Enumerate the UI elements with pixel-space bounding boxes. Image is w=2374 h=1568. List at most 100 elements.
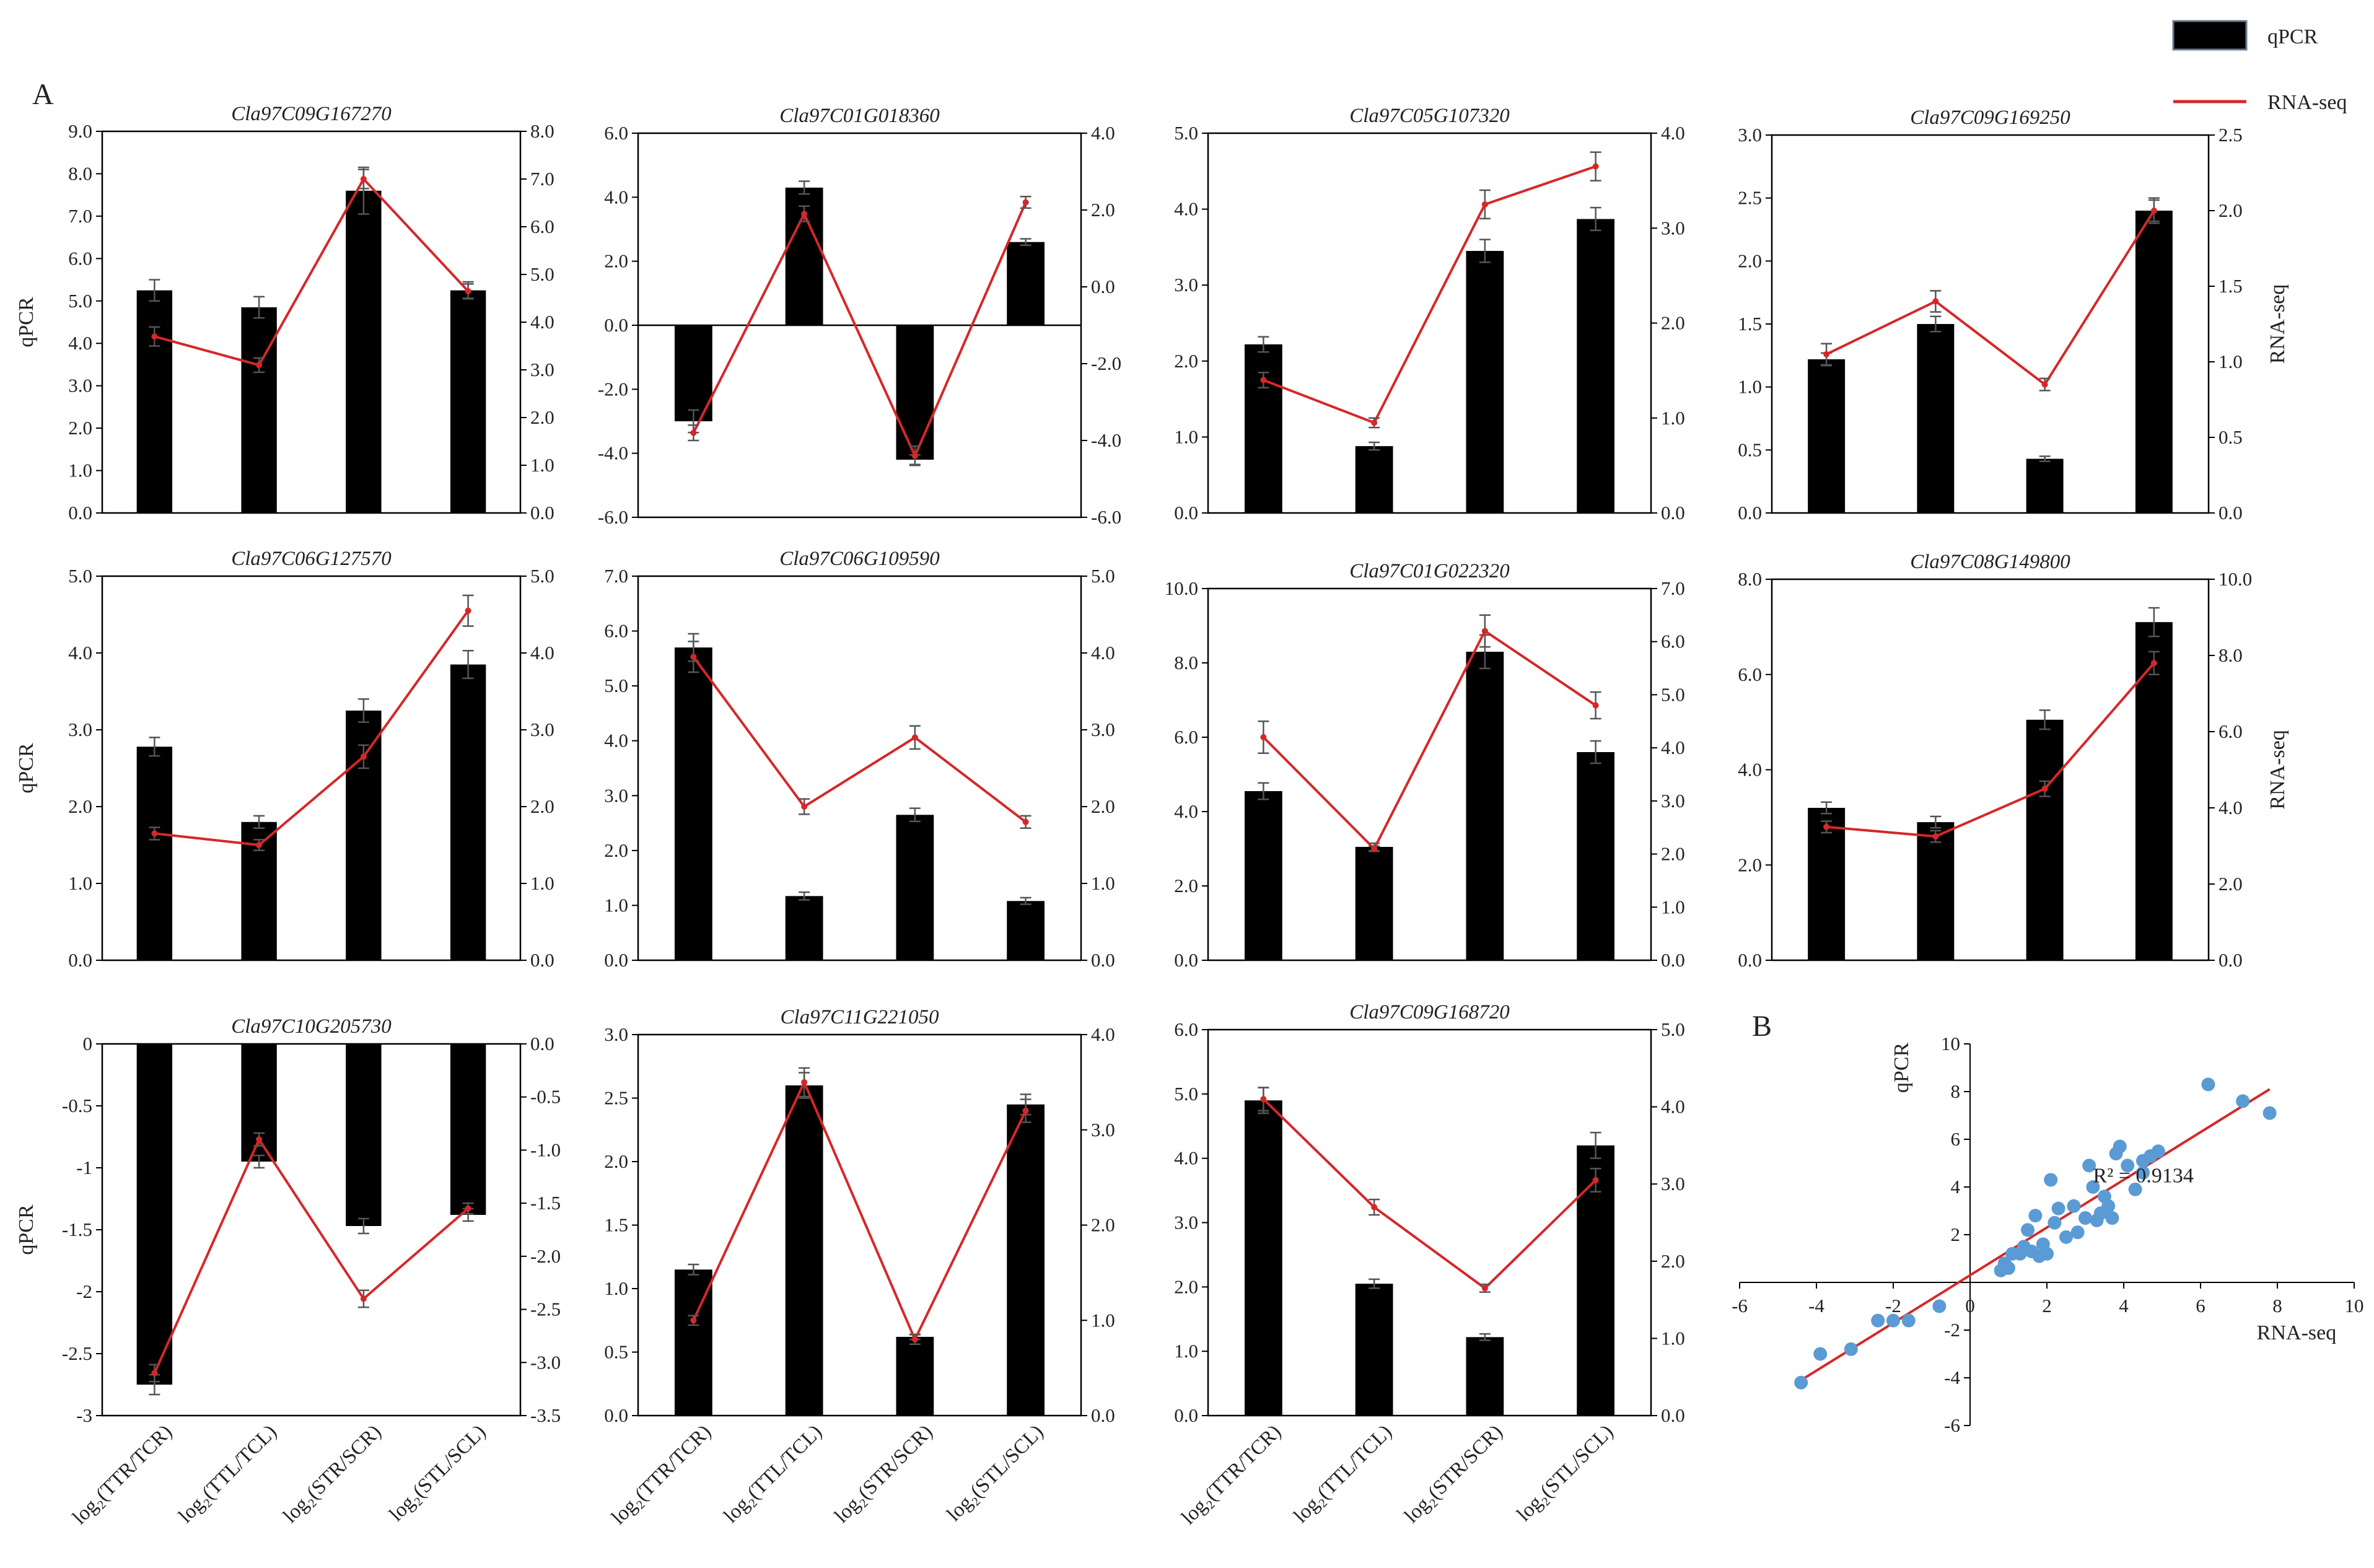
bar-line-chart-6: 0.0 1.0 2.0 3.0 4.0 5.0 6.0 7.0 0.0 1.0 2.0 3.0 4.0 5… (604, 548, 1115, 971)
qpcr-bar (136, 747, 173, 960)
left-tick-label: 4.0 (68, 642, 92, 664)
right-tick-label: -1.5 (530, 1192, 561, 1214)
left-tick-label: 2.0 (68, 795, 92, 817)
rnaseq-point (465, 1205, 471, 1212)
left-axis-label: qPCR (15, 1204, 38, 1255)
left-tick-label: 9.0 (68, 120, 92, 142)
qpcr-bar (1244, 1100, 1282, 1416)
rnaseq-point (690, 1317, 697, 1324)
left-tick-label: 0.0 (1174, 502, 1198, 523)
bar-line-chart-3: 0.0 1.0 2.0 3.0 4.0 5.0 0.0 1.0 2.0 3.0 4.0 Cla97C0… (1174, 105, 1685, 523)
x-axis-label: RNA-seq (2257, 1321, 2336, 1344)
left-tick-label: 2.0 (604, 250, 628, 272)
scatter-point (2128, 1182, 2142, 1196)
x-tick-label: 4 (2119, 1295, 2129, 1316)
category-label: log₂(TTR/TCR) (607, 1421, 716, 1529)
qpcr-bar (450, 664, 486, 960)
scatter-point (2059, 1230, 2073, 1244)
chart-title: Cla97C01G018360 (779, 105, 940, 127)
scatter-point (2136, 1165, 2150, 1180)
qpcr-bar (1007, 242, 1045, 325)
scatter-point (2078, 1211, 2092, 1225)
right-tick-label: 3.0 (1091, 719, 1115, 740)
left-tick-label: 3.0 (68, 375, 92, 396)
right-tick-label: 1.0 (530, 872, 554, 894)
qpcr-bar (1466, 1337, 1504, 1416)
bar-line-chart-9: -3 -2.5 -2 -1.5 -1 -0.5 0 -3.5 -3.0 -2.5 -2.0 -1.5 -… (15, 1015, 561, 1529)
qpcr-bar (674, 647, 712, 960)
rnaseq-point (256, 842, 263, 848)
left-tick-label: 2.0 (1174, 875, 1198, 896)
y-tick-label: 8 (1951, 1080, 1961, 1102)
scatter-point (2121, 1158, 2135, 1173)
left-tick-label: 3.0 (1738, 124, 1762, 146)
left-tick-label: -6.0 (598, 506, 628, 528)
right-tick-label: 7.0 (1661, 577, 1685, 599)
rnaseq-point (360, 753, 367, 760)
rnaseq-point (1371, 1204, 1378, 1211)
scatter-point (2105, 1211, 2119, 1225)
scatter-point (1871, 1313, 1885, 1328)
rnaseq-line (1263, 165, 1597, 424)
qpcr-bar (346, 190, 382, 513)
right-tick-label: 2.0 (530, 406, 554, 428)
left-tick-label: -3 (76, 1404, 92, 1426)
right-tick-label: 2.0 (1091, 795, 1115, 817)
rnaseq-point (1260, 1096, 1267, 1103)
rnaseq-point (801, 1079, 808, 1085)
right-tick-label: -1.0 (530, 1139, 561, 1160)
scatter-point (1886, 1313, 1900, 1328)
qpcr-bar (1808, 359, 1846, 513)
category-label: log₂(STL/SCL) (1513, 1421, 1618, 1526)
left-tick-label: 1.5 (604, 1214, 628, 1236)
right-tick-label: 2.0 (1091, 1214, 1115, 1236)
left-tick-label: 2.0 (1174, 1276, 1198, 1297)
right-tick-label: 0.5 (2219, 426, 2243, 448)
rnaseq-point (465, 287, 471, 294)
category-label: log₂(STL/SCL) (943, 1421, 1048, 1526)
qpcr-bar (1355, 847, 1393, 960)
scatter-point (2201, 1077, 2215, 1092)
right-tick-label: -0.5 (530, 1086, 561, 1108)
right-tick-label: 4.0 (1661, 737, 1685, 758)
right-tick-label: 3.0 (1091, 1119, 1115, 1141)
right-tick-label: 3.0 (1661, 217, 1685, 239)
category-label: log₂(STR/SCR) (1400, 1421, 1507, 1527)
right-tick-label: 0.0 (530, 1033, 554, 1054)
rnaseq-point (360, 176, 367, 182)
left-tick-label: 1.0 (1174, 426, 1198, 447)
rnaseq-point (151, 333, 158, 340)
right-tick-label: 1.5 (2219, 275, 2243, 297)
right-tick-label: 0.0 (530, 502, 554, 523)
rnaseq-line (1262, 629, 1597, 851)
chart-title: Cla97C10G205730 (231, 1015, 392, 1038)
rnaseq-point (1260, 734, 1267, 740)
rnaseq-point (801, 211, 808, 217)
rnaseq-point (151, 1370, 158, 1377)
left-tick-label: 5.0 (1174, 122, 1198, 144)
right-tick-label: 0.0 (1661, 949, 1685, 971)
left-tick-label: 2.0 (68, 417, 92, 439)
rnaseq-point (256, 1136, 263, 1143)
left-axis-label: qPCR (15, 743, 38, 794)
chart-title: Cla97C08G149800 (1910, 551, 2070, 573)
left-tick-label: 1.0 (604, 894, 628, 916)
legend: qPCR RNA-seq (2172, 20, 2347, 114)
right-tick-label: 1.0 (1091, 1309, 1115, 1331)
rnaseq-line (1826, 209, 2155, 387)
scatter-point (2070, 1225, 2085, 1240)
y-tick-label: 6 (1951, 1128, 1961, 1150)
left-tick-label: 5.0 (1174, 1083, 1198, 1105)
left-tick-label: -2 (76, 1281, 92, 1302)
right-tick-label: 5.0 (530, 263, 554, 285)
scatter-point (2101, 1199, 2116, 1213)
right-tick-label: 0.0 (1091, 1404, 1115, 1426)
y-tick-label: -6 (1944, 1414, 1960, 1436)
left-tick-label: 0.0 (1738, 502, 1762, 523)
rnaseq-line (1826, 662, 2155, 838)
left-tick-label: 3.0 (1174, 1212, 1198, 1233)
left-tick-label: 8.0 (1738, 568, 1762, 590)
category-label: log₂(TTL/TCL) (175, 1421, 281, 1527)
scatter-point (2044, 1173, 2058, 1187)
x-tick-label: 2 (2042, 1295, 2052, 1316)
